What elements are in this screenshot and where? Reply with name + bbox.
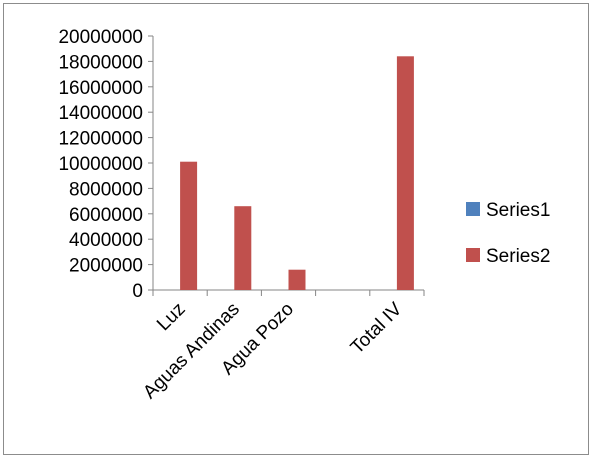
y-tick-labels: 0 2000000 4000000 6000000 8000000 10000000 120…	[58, 27, 143, 302]
category-label: Luz	[153, 299, 190, 336]
bar-series2	[234, 206, 252, 290]
y-tick-label: 10000000	[58, 154, 143, 175]
bars	[180, 56, 414, 290]
bar-series2	[180, 161, 198, 290]
y-tick-label: 20000000	[58, 27, 143, 48]
y-tick-label: 2000000	[69, 256, 143, 277]
legend-swatch-series2	[466, 248, 480, 262]
y-tick-label: 16000000	[58, 78, 143, 99]
y-tick-label: 8000000	[69, 179, 143, 200]
y-tick-label: 6000000	[69, 205, 143, 226]
category-label: Aguas Andinas	[139, 299, 243, 403]
chart-frame	[3, 3, 589, 455]
legend-swatch-series1	[466, 202, 480, 216]
y-tick-label: 18000000	[58, 52, 143, 73]
bar-series2	[288, 269, 306, 290]
y-tick-label: 0	[132, 281, 143, 302]
legend-label: Series1	[486, 200, 550, 221]
y-tick-label: 12000000	[58, 129, 143, 150]
legend: Series1 Series2	[466, 200, 550, 267]
y-tick-label: 4000000	[69, 230, 143, 251]
bar-series2	[396, 56, 414, 290]
category-label: Total IV	[347, 298, 407, 358]
legend-label: Series2	[486, 246, 550, 267]
y-tick-label: 14000000	[58, 103, 143, 124]
